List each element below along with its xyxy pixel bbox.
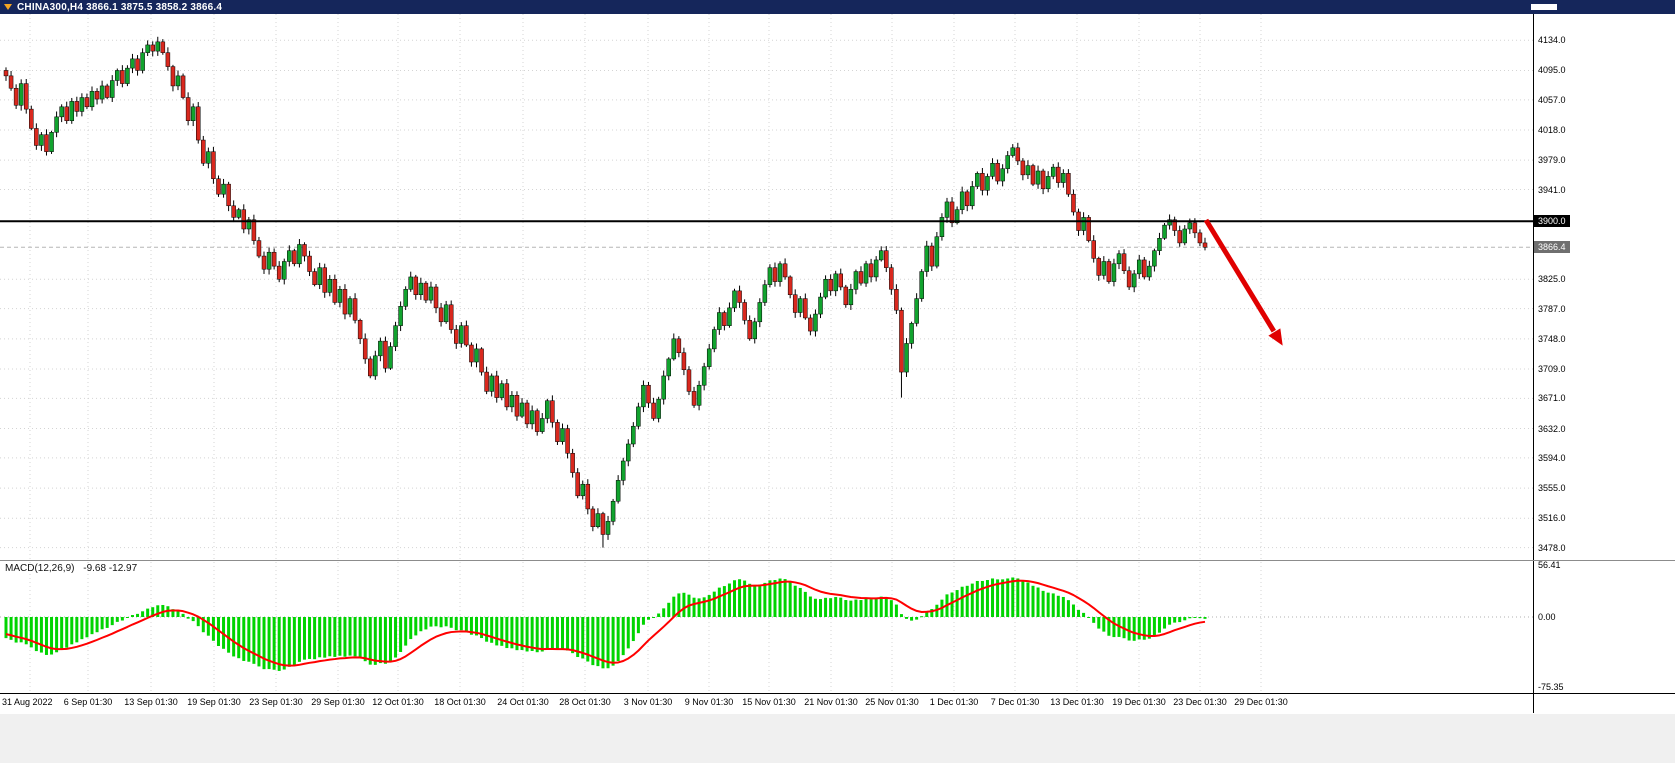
date-axis-label: 19 Sep 01:30 — [187, 697, 241, 707]
date-axis-label: 25 Nov 01:30 — [865, 697, 919, 707]
current-price-tag: 3866.4 — [1534, 241, 1570, 254]
date-axis-label: 29 Dec 01:30 — [1234, 697, 1288, 707]
macd-signal-line — [5, 579, 1206, 667]
macd-axis-label: -75.35 — [1538, 682, 1564, 693]
date-axis-label: 28 Oct 01:30 — [559, 697, 611, 707]
macd-axis-label: 0.00 — [1538, 612, 1556, 622]
price-axis-label: 3787.0 — [1538, 303, 1566, 314]
date-axis-label: 19 Dec 01:30 — [1112, 697, 1166, 707]
chart-titlebar: CHINA300,H4 3866.1 3875.5 3858.2 3866.4 — [0, 0, 1675, 14]
price-axis-label: 3478.0 — [1538, 542, 1566, 553]
date-axis-label: 18 Oct 01:30 — [434, 697, 486, 707]
titlebar-scroll-marker[interactable] — [1531, 4, 1557, 10]
price-axis-label: 4057.0 — [1538, 94, 1566, 105]
date-axis-label: 24 Oct 01:30 — [497, 697, 549, 707]
price-axis-label: 3671.0 — [1538, 393, 1566, 404]
price-axis-label: 3555.0 — [1538, 483, 1566, 494]
price-axis[interactable]: 4134.0 4095.0 4057.0 4018.0 3979.0 3941.0 3825… — [1533, 14, 1675, 713]
date-axis-label: 23 Sep 01:30 — [249, 697, 303, 707]
gridlines — [0, 14, 1533, 693]
date-axis-label: 31 Aug 2022 — [2, 697, 53, 707]
date-axis-label: 13 Dec 01:30 — [1050, 697, 1104, 707]
price-axis-label: 3979.0 — [1538, 155, 1566, 166]
price-axis-label: 4018.0 — [1538, 125, 1566, 135]
price-axis-label: 4095.0 — [1538, 65, 1566, 76]
time-axis-divider — [0, 693, 1675, 694]
price-axis-label: 3632.0 — [1538, 423, 1566, 434]
date-axis-label: 29 Sep 01:30 — [311, 697, 365, 707]
date-axis-label: 21 Nov 01:30 — [804, 697, 858, 707]
price-axis-label: 3516.0 — [1538, 513, 1566, 524]
price-axis-label: 3825.0 — [1538, 274, 1566, 285]
macd-panel-divider[interactable] — [0, 560, 1675, 561]
symbol-dropdown-icon[interactable] — [4, 4, 12, 10]
resistance-price-tag: 3900.0 — [1534, 215, 1570, 228]
macd-values: -9.68 -12.97 — [83, 563, 138, 574]
date-axis-label: 1 Dec 01:30 — [929, 697, 979, 707]
symbol-ohlc-info: CHINA300,H4 3866.1 3875.5 3858.2 3866.4 — [17, 1, 223, 13]
macd-name: MACD(12,26,9) — [5, 563, 75, 574]
date-axis-label: 15 Nov 01:30 — [742, 697, 796, 707]
price-axis-label: 4134.0 — [1538, 35, 1566, 46]
price-axis-label: 3941.0 — [1538, 184, 1566, 195]
price-axis-label: 3748.0 — [1538, 333, 1566, 344]
down-trend-arrow[interactable] — [1203, 218, 1283, 346]
date-axis-label: 6 Sep 01:30 — [63, 697, 113, 707]
bottom-margin — [0, 714, 1675, 763]
macd-histogram — [4, 577, 1207, 671]
date-axis-label: 13 Sep 01:30 — [124, 697, 178, 707]
price-axis-label: 3709.0 — [1538, 363, 1566, 374]
candlesticks — [3, 36, 1208, 548]
date-axis-label: 23 Dec 01:30 — [1173, 697, 1227, 707]
price-axis-label: 3594.0 — [1538, 452, 1566, 463]
macd-axis-label: 56.41 — [1538, 559, 1561, 570]
date-axis-label: 9 Nov 01:30 — [684, 697, 734, 707]
date-axis-label: 3 Nov 01:30 — [623, 697, 673, 707]
time-axis[interactable]: 31 Aug 2022 6 Sep 01:30 13 Sep 01:30 19 Sep… — [0, 694, 1533, 714]
date-axis-label: 12 Oct 01:30 — [372, 697, 424, 707]
date-axis-label: 7 Dec 01:30 — [990, 697, 1040, 707]
macd-indicator-label: MACD(12,26,9) -9.68 -12.97 — [5, 563, 143, 574]
